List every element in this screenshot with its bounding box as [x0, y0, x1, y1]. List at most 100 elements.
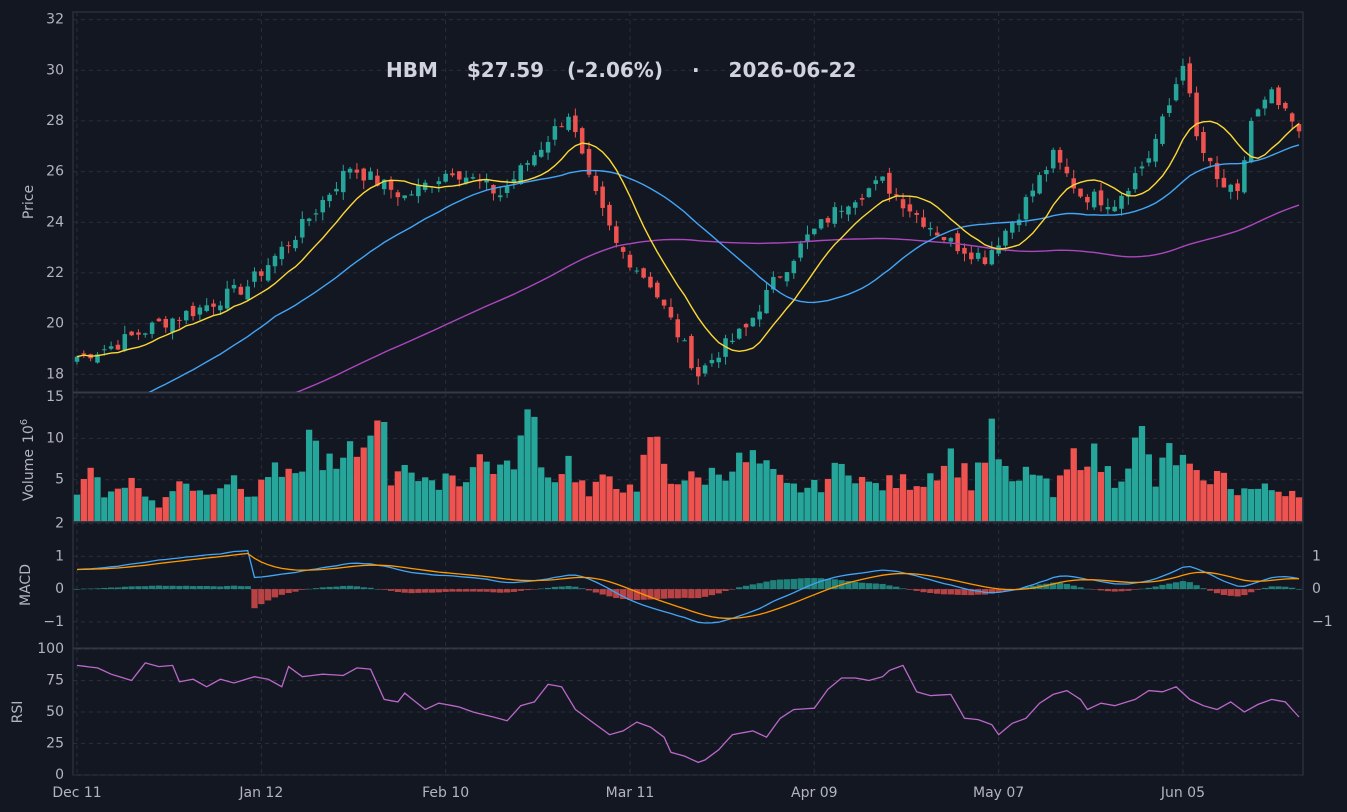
- candle-body: [743, 324, 749, 328]
- macd-histogram-bar: [1207, 589, 1214, 591]
- volume-bar: [162, 497, 169, 521]
- candle-body: [504, 186, 510, 194]
- candle-body: [293, 239, 298, 249]
- macd-histogram-bar: [107, 587, 115, 590]
- rsi-line: [76, 662, 1300, 764]
- volume-bar: [633, 491, 640, 521]
- volume-bar: [114, 488, 122, 521]
- volume-bar: [858, 476, 866, 521]
- price-tick-label: 28: [46, 113, 64, 129]
- candle-body: [1037, 175, 1042, 194]
- volume-bar: [865, 481, 873, 521]
- macd-histogram-bar: [715, 589, 722, 594]
- candle-body: [682, 340, 687, 342]
- macd-histogram-bar: [660, 589, 668, 599]
- volume-bar: [1063, 469, 1071, 521]
- macd-histogram-bar: [394, 589, 402, 593]
- macd-histogram-bar: [770, 580, 777, 590]
- volume-bar: [947, 448, 954, 521]
- volume-bar: [101, 497, 108, 521]
- volume-bar: [1029, 474, 1036, 521]
- volume-bar: [1070, 448, 1077, 521]
- volume-bar: [783, 482, 791, 521]
- volume-bar: [654, 436, 661, 521]
- macd-histogram-bar: [101, 587, 108, 590]
- candle-body: [368, 171, 373, 180]
- candle-body: [702, 365, 708, 374]
- volume-bar: [599, 474, 606, 521]
- volume-bar: [592, 481, 599, 521]
- candle-body: [1276, 87, 1281, 106]
- candle-body: [723, 338, 728, 357]
- macd-histogram-bar: [367, 587, 374, 590]
- candle-body: [1296, 124, 1302, 132]
- volume-bar: [251, 496, 258, 521]
- volume-bar: [312, 440, 320, 521]
- candle-body: [750, 317, 756, 327]
- macd-histogram-bar: [872, 583, 879, 590]
- macd-histogram-bar: [148, 585, 156, 590]
- macd-histogram-bar: [845, 581, 852, 590]
- volume-bar: [1227, 489, 1234, 521]
- candle-body: [1010, 222, 1015, 233]
- candle-body: [887, 172, 892, 194]
- date-tick-label: Feb 10: [422, 785, 469, 801]
- volume-bar: [879, 490, 886, 521]
- volume-bar: [558, 474, 565, 521]
- volume-bar: [462, 482, 470, 521]
- volume-bar: [913, 486, 920, 521]
- macd-histogram-bar: [1077, 587, 1084, 590]
- macd-histogram-bar: [476, 589, 483, 592]
- macd-histogram-bar: [858, 582, 866, 590]
- macd-tick-label: 0: [55, 581, 64, 597]
- volume-bar: [1179, 454, 1187, 521]
- macd-axis-label: MACD: [18, 564, 34, 606]
- macd-histogram-bar: [783, 579, 791, 590]
- candle-body: [593, 175, 599, 192]
- macd-histogram-bar: [565, 586, 572, 590]
- volume-tick-label: 5: [55, 472, 64, 488]
- price-tick-label: 26: [46, 164, 64, 180]
- volume-bar: [278, 476, 285, 521]
- candle-body: [730, 340, 735, 343]
- macd-histogram-bar: [449, 589, 456, 592]
- macd-histogram-bar: [210, 586, 217, 590]
- candle-body: [224, 288, 230, 309]
- volume-bar: [544, 477, 552, 521]
- candle-body: [880, 176, 885, 181]
- volume-bar: [360, 447, 367, 521]
- volume-bar: [742, 462, 750, 521]
- candle-body: [388, 179, 394, 190]
- macd-histogram-bar: [1254, 589, 1262, 590]
- macd-histogram-bar: [572, 586, 579, 590]
- macd-histogram-bar: [80, 588, 87, 590]
- volume-bar: [1200, 480, 1207, 521]
- macd-histogram-bar: [954, 589, 961, 595]
- candle-body: [1208, 157, 1213, 162]
- volume-bar: [824, 478, 832, 521]
- macd-histogram-bar: [230, 585, 238, 590]
- macd-histogram-bar: [736, 587, 743, 590]
- macd-histogram-bar: [408, 589, 415, 594]
- candle-body: [265, 265, 271, 281]
- rsi-tick-label: 50: [46, 704, 64, 720]
- macd-histogram-bar: [462, 589, 470, 592]
- candle-body: [231, 284, 237, 289]
- candle-body: [340, 170, 346, 193]
- volume-bar: [763, 460, 770, 521]
- candle-body: [655, 282, 660, 298]
- candle-body: [969, 252, 974, 260]
- macd-histogram-bar: [94, 588, 101, 590]
- candle-body: [361, 168, 366, 181]
- macd-histogram-bar: [961, 589, 968, 596]
- volume-bar: [606, 476, 613, 521]
- macd-histogram-bar: [490, 589, 497, 593]
- macd-histogram-bar: [1022, 586, 1030, 590]
- macd-histogram-bar: [886, 585, 893, 590]
- volume-bar: [1248, 489, 1255, 521]
- candle-body: [545, 142, 551, 153]
- volume-bar: [715, 474, 722, 521]
- volume-axis-label: Volume 106: [19, 419, 37, 501]
- volume-bar: [503, 460, 511, 521]
- candle-body: [190, 305, 196, 317]
